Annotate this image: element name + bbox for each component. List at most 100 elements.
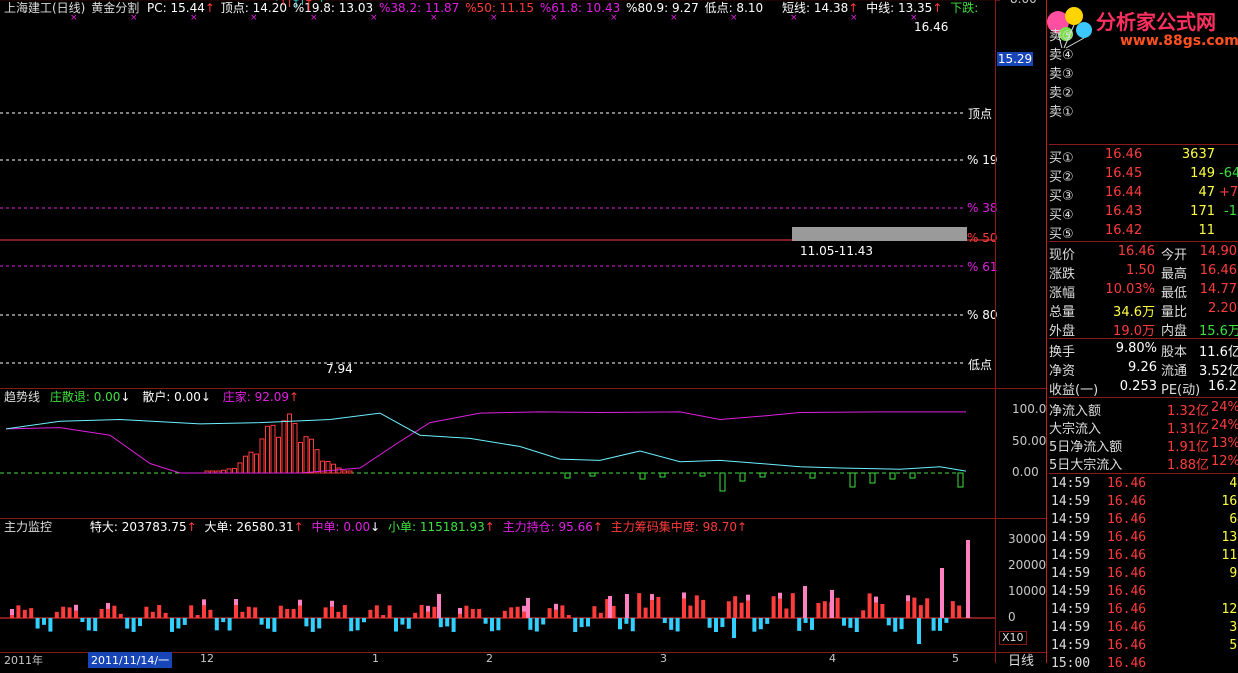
vol-bar (912, 598, 916, 618)
osc-neg-bar (810, 473, 815, 478)
vol-bar (426, 612, 430, 618)
vol-bar (823, 601, 827, 618)
vol-axis-tick: 0 (1008, 610, 1016, 624)
retail-line (6, 413, 966, 471)
tick-time: 14:59 (1051, 548, 1090, 563)
vol-neg-bar (631, 618, 635, 631)
tick-volume: 163 (1199, 494, 1238, 509)
vol-bar-top (458, 608, 462, 614)
sell-row: 卖② (1049, 81, 1238, 99)
tick-time: 14:59 (1051, 512, 1090, 527)
candlestick-chart[interactable]: ××××××××××××××× (0, 0, 1046, 388)
flow-percent: 13% (1211, 436, 1237, 451)
signal-marker: × (550, 13, 558, 23)
flow-value: 1.88亿 (1165, 454, 1209, 473)
osc-bar (337, 468, 341, 473)
time-axis-label: 4 (829, 652, 836, 665)
quote-value2: 14.90 (1199, 244, 1237, 259)
tick-time: 15:00 (1051, 656, 1090, 671)
vol-bar (298, 606, 302, 618)
tick-time: 14:59 (1051, 620, 1090, 635)
vol-bar (861, 610, 865, 618)
vol-neg-bar (669, 618, 673, 630)
quote-value2: 2.20 (1199, 301, 1237, 316)
fund-value2: 3.52亿 (1199, 360, 1237, 379)
vol-neg-bar (618, 618, 622, 629)
quote-label: 外盘 (1049, 320, 1075, 339)
vol-bar (10, 615, 14, 618)
vol-bar (650, 600, 654, 618)
osc-bar (266, 426, 270, 473)
fund-label2: 流通 (1161, 360, 1187, 379)
osc-neg-bar (870, 473, 875, 483)
sell-label: 卖② (1049, 82, 1074, 101)
vol-bar (906, 601, 910, 618)
tick-volume: 52 (1199, 638, 1238, 653)
trend-oscillator[interactable] (0, 390, 1046, 520)
tick-time: 14:59 (1051, 584, 1090, 599)
osc-bar (299, 442, 303, 473)
osc-neg-bar (565, 473, 570, 478)
vol-bar (688, 606, 692, 618)
tick-price: 16.46 (1107, 548, 1146, 563)
vol-neg-bar (580, 618, 584, 627)
vol-neg-bar (221, 618, 225, 622)
low-price-label: 7.94 (326, 362, 353, 376)
vol-bar (164, 613, 168, 618)
vol-neg-bar (36, 618, 40, 629)
vol-neg-bar (228, 618, 232, 630)
tick-volume: 136 (1199, 530, 1238, 545)
vol-bar-top (650, 594, 654, 600)
vol-bar (375, 605, 379, 618)
fib-low-label: 低点 (968, 356, 992, 373)
vol-bar (208, 610, 212, 618)
buy-label: 买① (1049, 147, 1074, 166)
quote-value: 34.6万 (1105, 301, 1155, 320)
current-price-box: 15.29 (997, 52, 1033, 66)
vol-bar (740, 603, 744, 618)
time-axis-label: 2011年 (4, 652, 43, 668)
vol-neg-bar (93, 618, 97, 631)
vol-bar (330, 607, 334, 618)
vol-neg-spike (917, 618, 921, 644)
tick-price: 16.46 (1107, 476, 1146, 491)
vol-bar (144, 607, 148, 618)
volume-chart[interactable] (0, 520, 1046, 652)
vol-bar-top (522, 606, 526, 612)
buy-price: 16.43 (1105, 204, 1142, 219)
osc-bar (288, 414, 292, 473)
vol-bar (637, 593, 641, 618)
time-axis-label: 2 (486, 652, 493, 665)
tick-volume: 64 (1199, 512, 1238, 527)
signal-marker: × (490, 13, 498, 23)
vol-bar (464, 606, 468, 618)
fund-label: 收益(一) (1049, 379, 1098, 398)
vol-bar (196, 615, 200, 618)
vol-neg-bar (759, 618, 763, 629)
osc-bar (249, 452, 253, 473)
vol-neg-bar (810, 618, 814, 630)
signal-marker: × (790, 13, 798, 23)
vol-bar (554, 610, 558, 618)
vol-neg-bar (900, 618, 904, 629)
time-axis-label: 12 (200, 652, 214, 665)
chart-axis-divider (995, 0, 996, 663)
vol-bar (234, 605, 238, 618)
vol-bar (285, 609, 289, 618)
vol-bar (112, 606, 116, 618)
osc-bar (238, 463, 242, 473)
vol-neg-spike (732, 618, 736, 638)
vol-bar-top (330, 601, 334, 607)
tick-time: 14:59 (1051, 602, 1090, 617)
period-label[interactable]: 日线 (1008, 650, 1034, 669)
tick-price: 16.46 (1107, 620, 1146, 635)
signal-marker: × (670, 13, 678, 23)
vol-neg-bar (80, 618, 84, 622)
tick-price: 16.46 (1107, 566, 1146, 581)
